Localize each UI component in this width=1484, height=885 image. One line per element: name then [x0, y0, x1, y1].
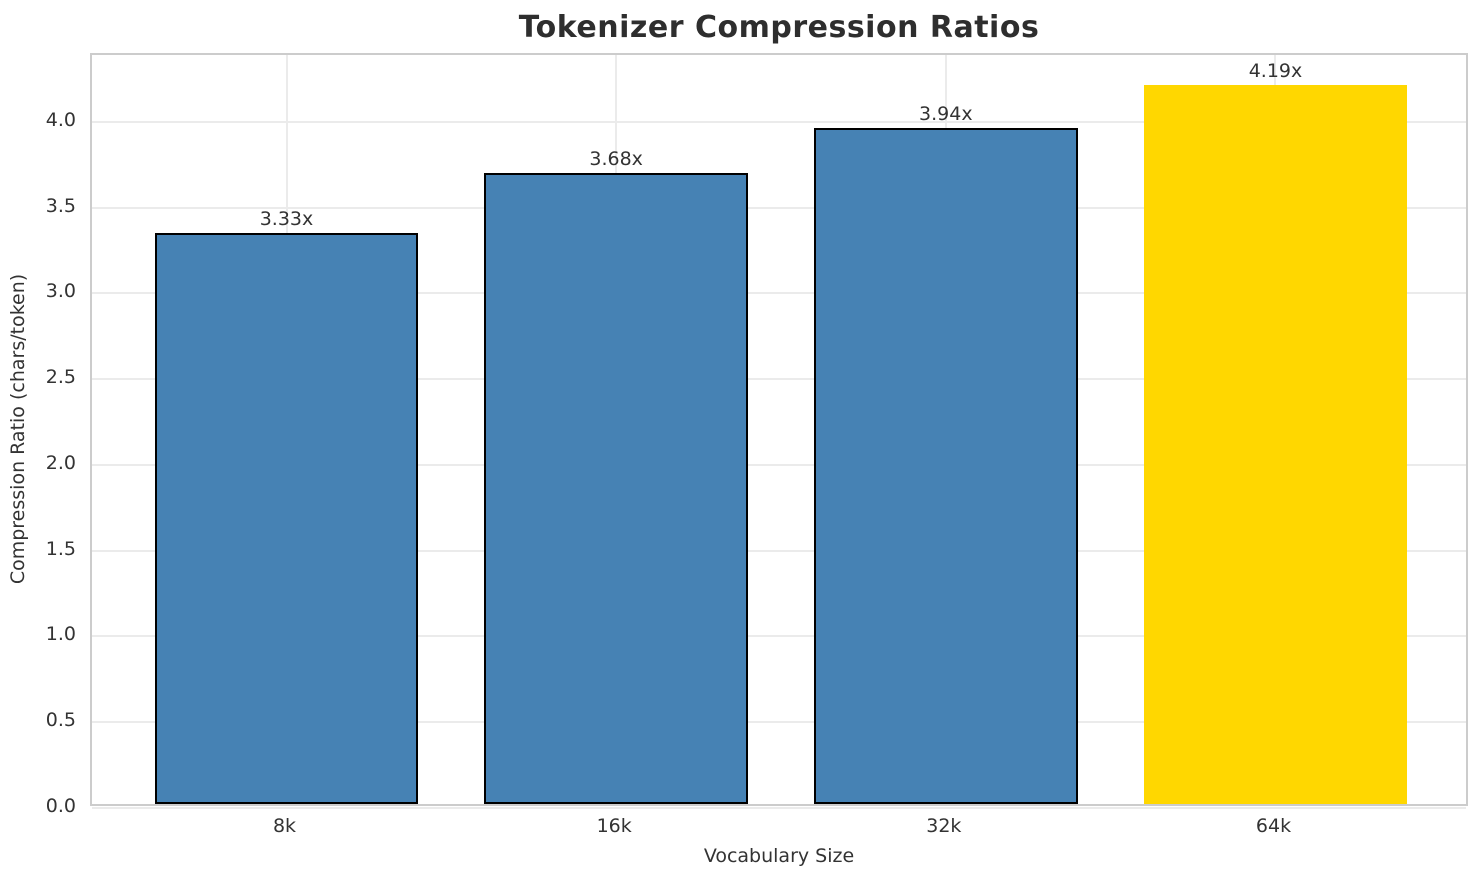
y-tick-label: 0.0: [45, 795, 76, 817]
horizontal-gridline: [92, 292, 1466, 295]
bar-value-label: 3.94x: [919, 103, 973, 126]
y-tick-label: 4.0: [45, 108, 76, 131]
x-tick-label: 16k: [596, 815, 632, 837]
horizontal-gridline: [92, 721, 1466, 724]
y-axis-title-text: Compression Ratio (chars/token): [7, 273, 29, 585]
horizontal-gridline: [92, 378, 1466, 381]
y-tick-label: 3.0: [45, 280, 76, 303]
bar-32k: [813, 128, 1078, 804]
x-tick-label: 32k: [926, 815, 962, 837]
horizontal-gridline: [92, 549, 1466, 552]
y-tick-label: 1.0: [45, 623, 76, 646]
x-tick-label: 8k: [272, 815, 297, 837]
horizontal-gridline: [92, 807, 1466, 809]
horizontal-gridline: [92, 206, 1466, 209]
horizontal-gridline: [92, 120, 1466, 123]
y-tick-label: 1.5: [45, 537, 76, 560]
horizontal-gridline: [92, 635, 1466, 638]
x-axis-title: Vocabulary Size: [703, 845, 855, 867]
bar-value-label: 3.33x: [259, 207, 314, 230]
chart-title: Tokenizer Compression Ratios: [518, 10, 1040, 45]
x-tick-label: 64k: [1255, 815, 1292, 837]
bar-value-label: 4.19x: [1248, 60, 1303, 83]
bar-16k: [484, 172, 749, 804]
plot-area: 3.33x 3.68x 3.94x 4.19x: [90, 53, 1468, 809]
horizontal-gridline: [92, 463, 1466, 466]
bar-value-label: 3.68x: [589, 147, 643, 170]
y-tick-label: 2.0: [45, 451, 76, 474]
y-tick-label: 0.5: [45, 709, 76, 732]
bar-64k: [1143, 85, 1408, 804]
y-tick-label: 2.5: [45, 366, 76, 389]
y-tick-label: 3.5: [45, 194, 76, 217]
bar-8k: [154, 232, 419, 804]
